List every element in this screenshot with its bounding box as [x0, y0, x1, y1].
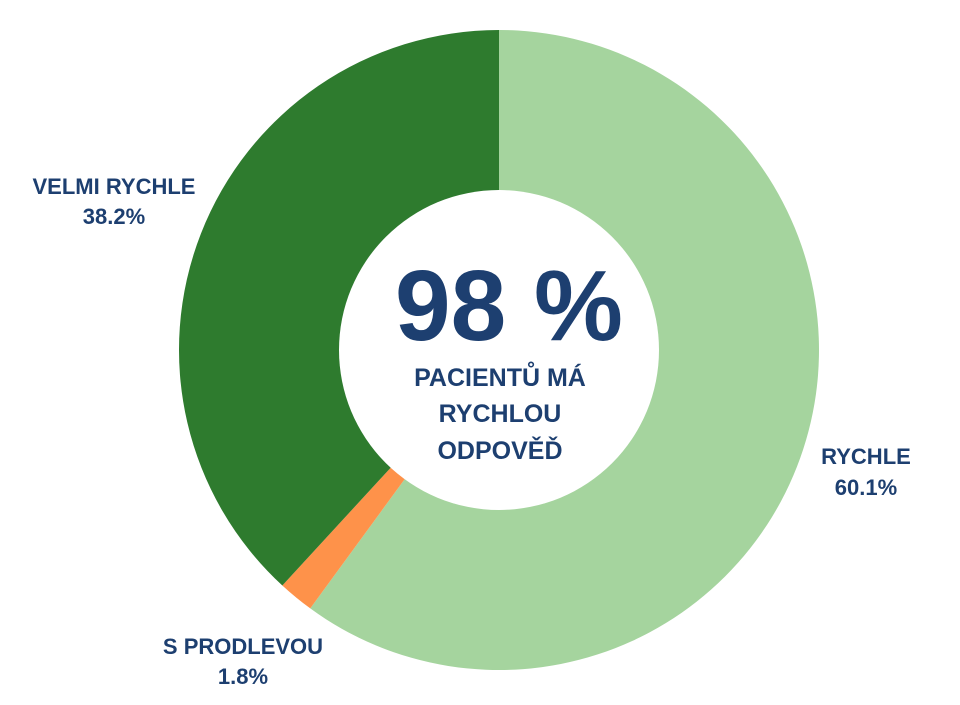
label-velmi-rychle-name: VELMI RYCHLE [33, 174, 196, 199]
slice-velmi-rychle [179, 30, 500, 586]
label-rychle-value: 60.1% [835, 475, 897, 500]
center-value: 98 % [395, 250, 623, 362]
center-text-line-3: ODPOVĚĎ [437, 435, 562, 465]
center-text-line-2: RYCHLOU [439, 400, 562, 428]
donut-hole [339, 190, 659, 510]
center-text-line-1: PACIENTŮ MÁ [414, 360, 586, 392]
label-s-prodlevou-value: 1.8% [218, 664, 268, 689]
label-velmi-rychle-value: 38.2% [83, 204, 145, 229]
label-s-prodlevou-name: S PRODLEVOU [163, 634, 323, 659]
label-rychle-name: RYCHLE [821, 444, 911, 469]
